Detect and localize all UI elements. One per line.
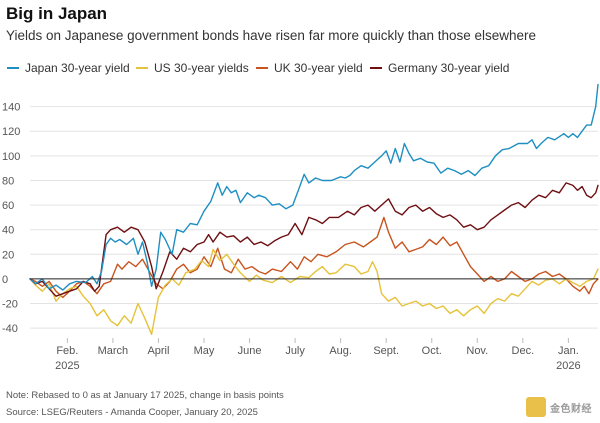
y-tick-label: 80 — [2, 175, 14, 187]
x-tick-label: Sept. — [373, 345, 399, 357]
series-line-germany — [29, 182, 599, 297]
x-tick-label: Dec. — [512, 345, 535, 357]
x-tick-label: Oct. — [422, 345, 442, 357]
y-tick-label: -40 — [2, 323, 18, 335]
watermark: 金色财经 — [526, 397, 592, 417]
legend-swatch-us — [136, 67, 148, 69]
x-tick-label: Feb. — [56, 345, 78, 357]
series-line-us — [29, 248, 599, 335]
watermark-logo-icon — [526, 397, 546, 417]
x-tick-label: April — [147, 345, 169, 357]
x-tick-label: May — [194, 345, 215, 357]
series-line-japan — [29, 83, 599, 291]
footer-note: Note: Rebased to 0 as at January 17 2025… — [6, 390, 284, 401]
legend-item-us: US 30-year yields — [136, 59, 249, 77]
legend-item-uk: UK 30-year yield — [256, 59, 363, 77]
line-chart: -40 -20 0 20 40 60 80 100 120 140 Feb. 2025 March Apr… — [2, 83, 599, 372]
legend-item-germany: Germany 30-year yield — [370, 59, 509, 77]
legend-swatch-germany — [370, 67, 382, 69]
legend-swatch-japan — [7, 67, 19, 69]
series-line-uk — [29, 216, 599, 299]
watermark-text: 金色财经 — [550, 403, 592, 415]
footer-source: Source: LSEG/Reuters - Amanda Cooper, Ja… — [6, 407, 258, 418]
legend-item-japan: Japan 30-year yield — [7, 59, 130, 77]
x-tick-label: March — [98, 345, 129, 357]
y-tick-label: 100 — [2, 151, 20, 163]
x-tick-sublabel: 2026 — [556, 360, 580, 372]
legend: Japan 30-year yield US 30-year yields UK… — [0, 59, 600, 77]
y-tick-label: 140 — [2, 102, 20, 114]
y-tick-label: 20 — [2, 249, 14, 261]
y-tick-label: 60 — [2, 200, 14, 212]
x-tick-label: Jan. — [558, 345, 579, 357]
legend-label-uk: UK 30-year yield — [274, 61, 363, 75]
x-tick-label: June — [238, 345, 262, 357]
legend-swatch-uk — [256, 67, 268, 69]
chart-title: Big in Japan — [6, 4, 108, 23]
y-tick-label: -20 — [2, 299, 18, 311]
legend-label-us: US 30-year yields — [154, 61, 249, 75]
legend-label-japan: Japan 30-year yield — [25, 61, 130, 75]
x-tick-label: Aug. — [329, 345, 352, 357]
x-tick-label: July — [285, 345, 305, 357]
chart-subtitle: Yields on Japanese government bonds have… — [6, 28, 537, 43]
x-tick-sublabel: 2025 — [55, 360, 79, 372]
y-tick-label: 0 — [2, 274, 8, 286]
legend-label-germany: Germany 30-year yield — [388, 61, 510, 75]
y-tick-label: 40 — [2, 225, 14, 237]
x-tick-label: Nov. — [466, 345, 488, 357]
y-tick-label: 120 — [2, 126, 20, 138]
